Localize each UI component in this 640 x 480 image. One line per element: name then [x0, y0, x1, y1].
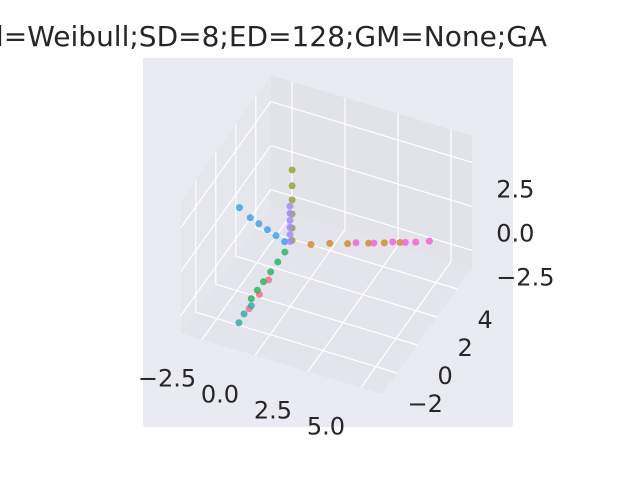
point — [235, 204, 243, 212]
z-grid-line — [270, 189, 473, 251]
point — [288, 182, 296, 190]
x-tick-label: 0.0 — [201, 381, 239, 409]
point — [365, 239, 373, 247]
point — [286, 237, 294, 245]
point — [255, 220, 263, 228]
point — [240, 310, 248, 318]
point — [412, 238, 420, 246]
point — [344, 240, 352, 248]
point — [425, 237, 433, 245]
y-tick-label: 0 — [438, 362, 453, 390]
y-tick-label: −2 — [408, 390, 443, 418]
floor-pane — [180, 207, 473, 394]
point — [286, 223, 294, 231]
point — [281, 248, 289, 256]
z-grid-line — [180, 101, 272, 228]
point — [352, 239, 360, 247]
point — [274, 258, 282, 266]
point — [370, 239, 378, 247]
point — [286, 209, 294, 217]
point — [286, 230, 294, 238]
x-tick-label: −2.5 — [138, 365, 196, 393]
point — [247, 302, 255, 310]
y-grid-line — [195, 311, 398, 374]
side-pane — [180, 75, 271, 334]
z-grid-line — [180, 189, 272, 316]
z-tick-label: 2.5 — [496, 175, 534, 203]
point — [246, 214, 254, 222]
z-grid-line — [180, 145, 272, 272]
point — [235, 319, 243, 327]
x-tick-label: 2.5 — [254, 397, 292, 425]
point — [380, 239, 388, 247]
point — [401, 238, 409, 246]
point — [253, 286, 261, 294]
y-grid-line — [235, 255, 438, 318]
point — [263, 226, 271, 234]
y-tick-label: 4 — [478, 306, 493, 334]
x-tick-label: 5.0 — [307, 413, 345, 441]
point — [281, 238, 289, 246]
point — [260, 278, 268, 286]
point — [389, 238, 397, 246]
point — [286, 216, 294, 224]
z-tick-label: 0.0 — [496, 219, 534, 247]
point — [272, 232, 280, 240]
z-grid-line — [270, 101, 473, 163]
point — [326, 239, 334, 247]
point — [286, 202, 294, 210]
y-grid-line — [215, 283, 418, 346]
z-tick-label: −2.5 — [496, 263, 554, 291]
point — [267, 268, 275, 276]
point — [288, 196, 296, 204]
point — [247, 295, 255, 303]
back-pane — [270, 75, 473, 268]
chart-title: l=Weibull;SD=8;ED=128;GM=None;GA — [0, 20, 547, 53]
point — [396, 238, 404, 246]
y-tick-label: 2 — [458, 334, 473, 362]
point — [307, 241, 315, 249]
point — [288, 166, 296, 174]
z-grid-line — [270, 145, 473, 207]
